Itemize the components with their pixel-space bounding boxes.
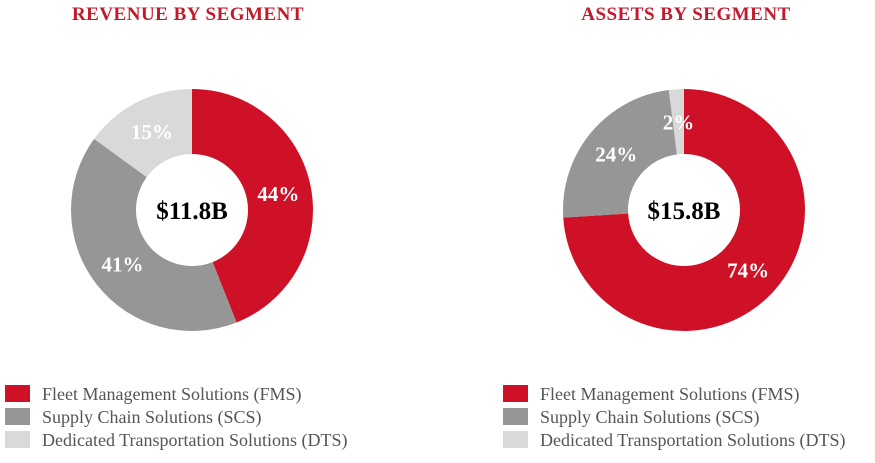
legend-swatch-scs — [503, 408, 528, 425]
assets-chart-legend: Fleet Management Solutions (FMS) Supply C… — [503, 385, 845, 454]
legend-item-dts: Dedicated Transportation Solutions (DTS) — [503, 429, 846, 450]
donut-slice-fms — [563, 89, 806, 331]
legend-item-scs: Supply Chain Solutions (SCS) — [503, 406, 845, 427]
slice-percent-label-fms: 44% — [257, 182, 299, 206]
slice-percent-label-scs: 24% — [595, 142, 637, 166]
revenue-chart-legend: Fleet Management Solutions (FMS) Supply C… — [5, 385, 347, 454]
slice-percent-label-scs: 41% — [102, 252, 144, 276]
revenue-chart-title: REVENUE BY SEGMENT — [71, 4, 305, 25]
legend-swatch-scs — [5, 408, 30, 425]
legend-label-dts: Dedicated Transportation Solutions (DTS) — [540, 429, 846, 450]
legend-item-dts: Dedicated Transportation Solutions (DTS) — [5, 429, 348, 450]
legend-label-fms: Fleet Management Solutions (FMS) — [540, 383, 800, 404]
legend-item-scs: Supply Chain Solutions (SCS) — [5, 406, 347, 427]
legend-swatch-dts — [5, 431, 30, 448]
donut-slice-dts — [668, 88, 684, 155]
legend-item-fms: Fleet Management Solutions (FMS) — [5, 383, 347, 404]
assets-chart-title: ASSETS BY SEGMENT — [581, 4, 791, 25]
legend-swatch-fms — [5, 385, 30, 402]
legend-label-scs: Supply Chain Solutions (SCS) — [540, 406, 760, 427]
donut-slice-scs — [563, 89, 677, 218]
donut-slice-dts — [94, 89, 192, 178]
revenue-donut-chart: 44% 41% 15% $11.8B — [71, 89, 313, 331]
donut-slice-fms — [192, 89, 313, 323]
legend-label-scs: Supply Chain Solutions (SCS) — [42, 406, 262, 427]
legend-label-dts: Dedicated Transportation Solutions (DTS) — [42, 429, 348, 450]
assets-donut-chart: 74% 24% 2% $15.8B — [563, 88, 806, 331]
slice-percent-label-dts: 15% — [131, 120, 173, 144]
slice-percent-label-dts: 2% — [663, 111, 695, 135]
slice-percent-label-fms: 74% — [727, 259, 769, 283]
donut-center-total: $15.8B — [648, 198, 721, 225]
donut-center-total: $11.8B — [156, 198, 228, 225]
legend-item-fms: Fleet Management Solutions (FMS) — [503, 383, 845, 404]
legend-label-fms: Fleet Management Solutions (FMS) — [42, 383, 302, 404]
donut-slice-scs — [71, 138, 237, 331]
legend-swatch-fms — [503, 385, 528, 402]
legend-swatch-dts — [503, 431, 528, 448]
